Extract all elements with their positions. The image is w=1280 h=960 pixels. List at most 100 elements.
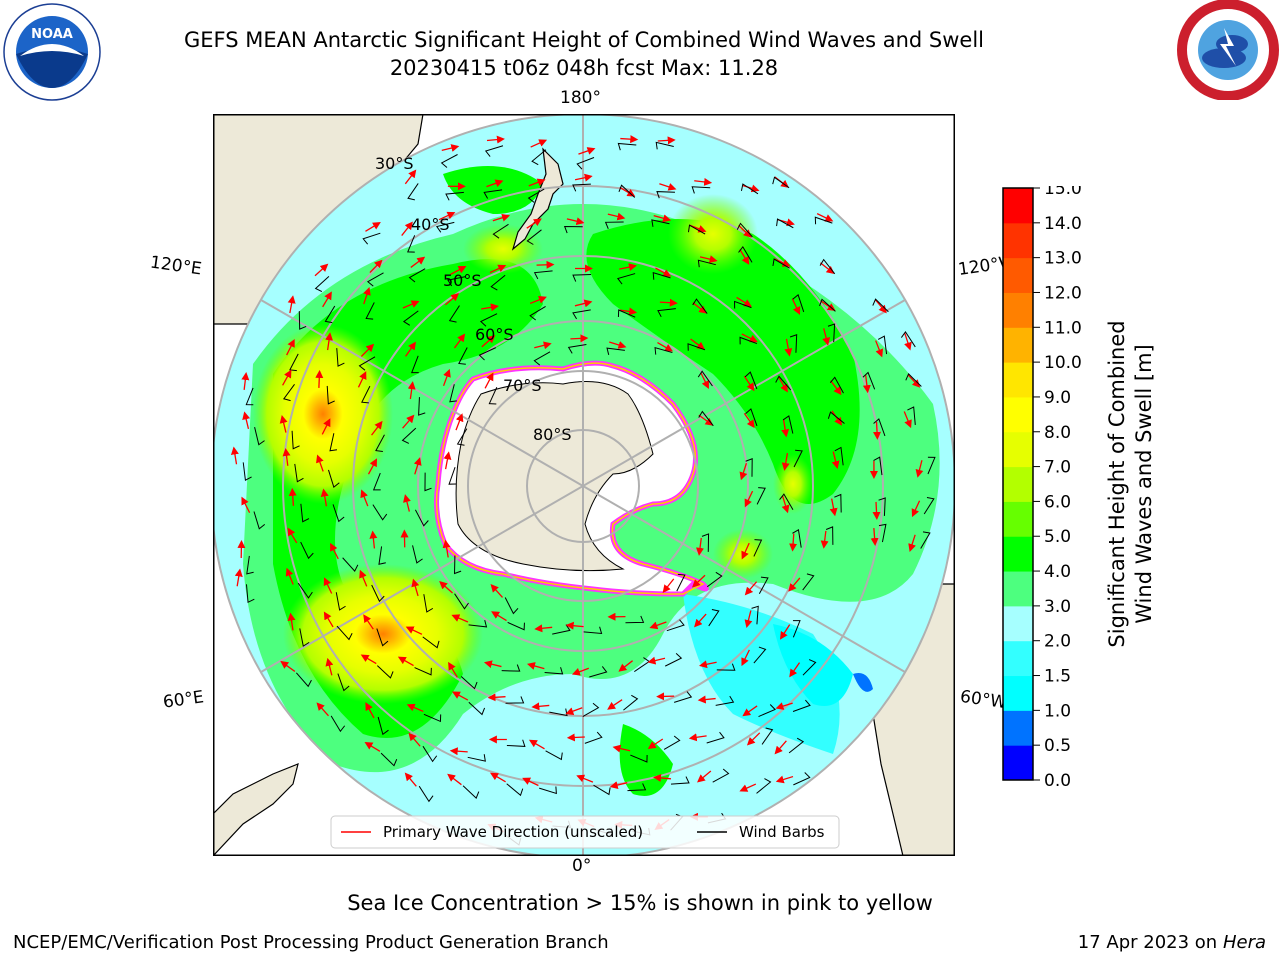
colorbar-tick-label: 14.0 <box>1044 214 1082 234</box>
wind-barb <box>377 665 394 679</box>
colorbar-tick-label: 12.0 <box>1044 283 1082 303</box>
wind-barb <box>593 784 611 796</box>
wave-arrow <box>744 610 753 628</box>
wind-barb <box>616 273 636 285</box>
wind-barb <box>422 636 440 649</box>
wind-barb <box>604 221 624 229</box>
wave-arrow <box>325 657 334 676</box>
wind-barb <box>529 306 546 321</box>
wind-barb <box>435 221 455 233</box>
wave-arrow <box>689 224 707 233</box>
wave-arrow <box>700 372 709 389</box>
colorbar-cell <box>1003 675 1033 711</box>
wind-barb <box>656 191 675 199</box>
wave-arrow <box>443 451 452 470</box>
colorbar-cell <box>1003 466 1033 502</box>
colorbar-tick-label: 0.0 <box>1044 771 1071 790</box>
wave-arrow <box>285 567 294 585</box>
wave-arrow <box>649 621 667 630</box>
map-frame <box>213 114 955 856</box>
wave-arrow <box>697 695 716 704</box>
wave-arrow <box>829 498 838 517</box>
colorbar-cell <box>1003 396 1033 433</box>
wind-barb <box>533 351 551 366</box>
wind-barb <box>819 258 836 275</box>
wind-barb <box>505 696 525 704</box>
wave-arrow <box>820 530 829 549</box>
wind-barb <box>715 695 735 706</box>
wind-barb <box>712 768 730 783</box>
wind-barb <box>366 272 384 287</box>
wave-arrow <box>316 702 329 717</box>
wave-arrow <box>314 263 329 277</box>
wave-arrow <box>609 781 628 789</box>
wave-arrow <box>647 656 666 665</box>
wind-barb <box>792 529 802 548</box>
wave-arrow <box>369 259 383 274</box>
wave-arrow <box>775 702 793 710</box>
wind-barb <box>756 487 766 505</box>
wind-barb <box>378 546 386 565</box>
wave-arrow <box>659 183 677 191</box>
wave-arrow <box>526 662 545 670</box>
wave-arrow <box>449 747 468 756</box>
wave-arrow <box>619 263 637 272</box>
wind-barb <box>483 189 503 199</box>
wind-barb <box>488 387 498 405</box>
wind-barb <box>332 504 345 523</box>
wave-arrow <box>442 368 451 387</box>
wind-barb <box>692 298 708 314</box>
wind-barb <box>479 313 498 327</box>
colorbar-cell <box>1003 571 1033 607</box>
wave-arrow <box>791 298 801 315</box>
wind-barb <box>775 375 792 391</box>
wind-barb <box>744 371 758 390</box>
wind-barb <box>253 511 266 530</box>
wind-barb <box>618 184 636 198</box>
wave-arrow <box>365 702 375 719</box>
colorbar-tick-label: 15.0 <box>1044 186 1082 199</box>
wave-arrow <box>450 265 467 275</box>
wind-barb <box>697 259 716 268</box>
wind-barb <box>490 274 506 291</box>
wave-arrow <box>873 421 882 440</box>
wind-barb <box>827 411 845 424</box>
wind-barb <box>745 458 753 477</box>
wind-barb <box>414 667 432 676</box>
wind-barb <box>827 323 836 343</box>
wind-barb <box>567 344 587 354</box>
wind-barb <box>788 737 805 754</box>
wind-barb <box>412 545 423 564</box>
wave-arrow <box>287 295 296 314</box>
colorbar-label-line1: Significant Height of Combined <box>1105 320 1129 647</box>
wave-arrow <box>743 375 755 392</box>
wind-barb <box>927 456 936 475</box>
wind-barb <box>440 154 458 168</box>
wave-arrow <box>789 533 798 552</box>
colorbar-cell <box>1003 327 1033 363</box>
wave-arrow <box>286 338 295 356</box>
wind-barb <box>751 605 759 625</box>
wave-arrow <box>406 703 424 713</box>
wind-barb <box>297 582 313 599</box>
chart-title: GEFS MEAN Antarctic Significant Height o… <box>183 28 985 52</box>
wind-barb <box>666 619 685 632</box>
wave-arrow <box>323 577 333 594</box>
wind-barb <box>572 274 592 282</box>
wave-arrow <box>282 369 292 386</box>
wave-arrow <box>576 774 594 783</box>
wave-arrow <box>688 733 707 742</box>
wave-arrow <box>698 660 717 669</box>
wind-barb <box>923 496 935 515</box>
wave-arrow <box>742 184 760 193</box>
wave-arrow <box>774 258 791 267</box>
wind-barb <box>825 526 834 545</box>
wave-arrow <box>743 413 755 429</box>
wave-arrow <box>447 773 462 786</box>
wind-barb <box>337 673 350 692</box>
wave-arrow <box>288 487 297 506</box>
wind-barb <box>329 433 338 452</box>
wind-barb <box>478 347 497 361</box>
wind-barb <box>445 191 464 201</box>
wave-arrow <box>367 458 378 475</box>
